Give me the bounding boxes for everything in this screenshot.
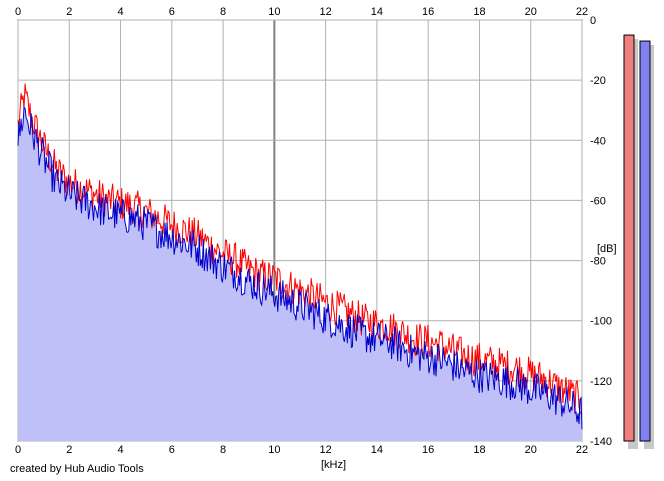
x-tick-label-bottom: 14 bbox=[371, 444, 383, 456]
x-tick-label-top: 8 bbox=[220, 6, 226, 18]
y-ticks: 0 -20 -40 -60 -80 -100 -120 -140 bbox=[590, 15, 612, 448]
x-tick-label-bottom: 8 bbox=[220, 444, 226, 456]
x-tick-label-bottom: 16 bbox=[422, 444, 434, 456]
spectrum-fill-area bbox=[18, 107, 582, 442]
x-axis-label: [kHz] bbox=[321, 459, 346, 471]
y-tick-label: -120 bbox=[590, 376, 612, 388]
x-tick-label-top: 20 bbox=[525, 6, 537, 18]
level-meter-left bbox=[623, 34, 635, 442]
y-tick-label: -60 bbox=[590, 195, 606, 207]
level-meters bbox=[623, 34, 654, 450]
y-tick-label: -140 bbox=[590, 436, 612, 448]
x-tick-label-bottom: 12 bbox=[320, 444, 332, 456]
x-ticks-bottom: 0 2 4 6 8 10 12 14 16 18 20 22 bbox=[15, 444, 588, 456]
x-tick-label-bottom: 10 bbox=[268, 444, 280, 456]
x-tick-label-top: 16 bbox=[422, 6, 434, 18]
series-group bbox=[17, 83, 583, 430]
y-axis-label: [dB] bbox=[597, 243, 617, 255]
x-tick-label-top: 22 bbox=[576, 6, 588, 18]
x-tick-label-top: 10 bbox=[268, 6, 280, 18]
series-line-right bbox=[17, 106, 583, 430]
x-tick-label-bottom: 22 bbox=[576, 444, 588, 456]
y-tick-label: -20 bbox=[590, 75, 606, 87]
credit-text: created by Hub Audio Tools bbox=[10, 463, 144, 475]
level-meter-right bbox=[639, 40, 651, 442]
y-tick-label: -40 bbox=[590, 135, 606, 147]
x-tick-label-bottom: 18 bbox=[473, 444, 485, 456]
series-line-left bbox=[17, 83, 583, 415]
y-tick-label: -100 bbox=[590, 316, 612, 328]
x-tick-label-top: 2 bbox=[66, 6, 72, 18]
x-tick-label-bottom: 0 bbox=[15, 444, 21, 456]
x-tick-label-top: 14 bbox=[371, 6, 383, 18]
x-tick-label-bottom: 2 bbox=[66, 444, 72, 456]
x-tick-label-top: 6 bbox=[169, 6, 175, 18]
x-tick-label-top: 18 bbox=[473, 6, 485, 18]
x-tick-label-bottom: 4 bbox=[117, 444, 123, 456]
y-tick-label: -80 bbox=[590, 256, 606, 268]
x-ticks-top: 0 2 4 6 8 10 12 14 16 18 20 22 bbox=[15, 6, 588, 18]
x-tick-label-bottom: 6 bbox=[169, 444, 175, 456]
y-tick-label: 0 bbox=[590, 15, 596, 27]
x-tick-label-top: 4 bbox=[117, 6, 123, 18]
x-tick-label-top: 12 bbox=[320, 6, 332, 18]
x-tick-label-top: 0 bbox=[15, 6, 21, 18]
x-tick-label-bottom: 20 bbox=[525, 444, 537, 456]
